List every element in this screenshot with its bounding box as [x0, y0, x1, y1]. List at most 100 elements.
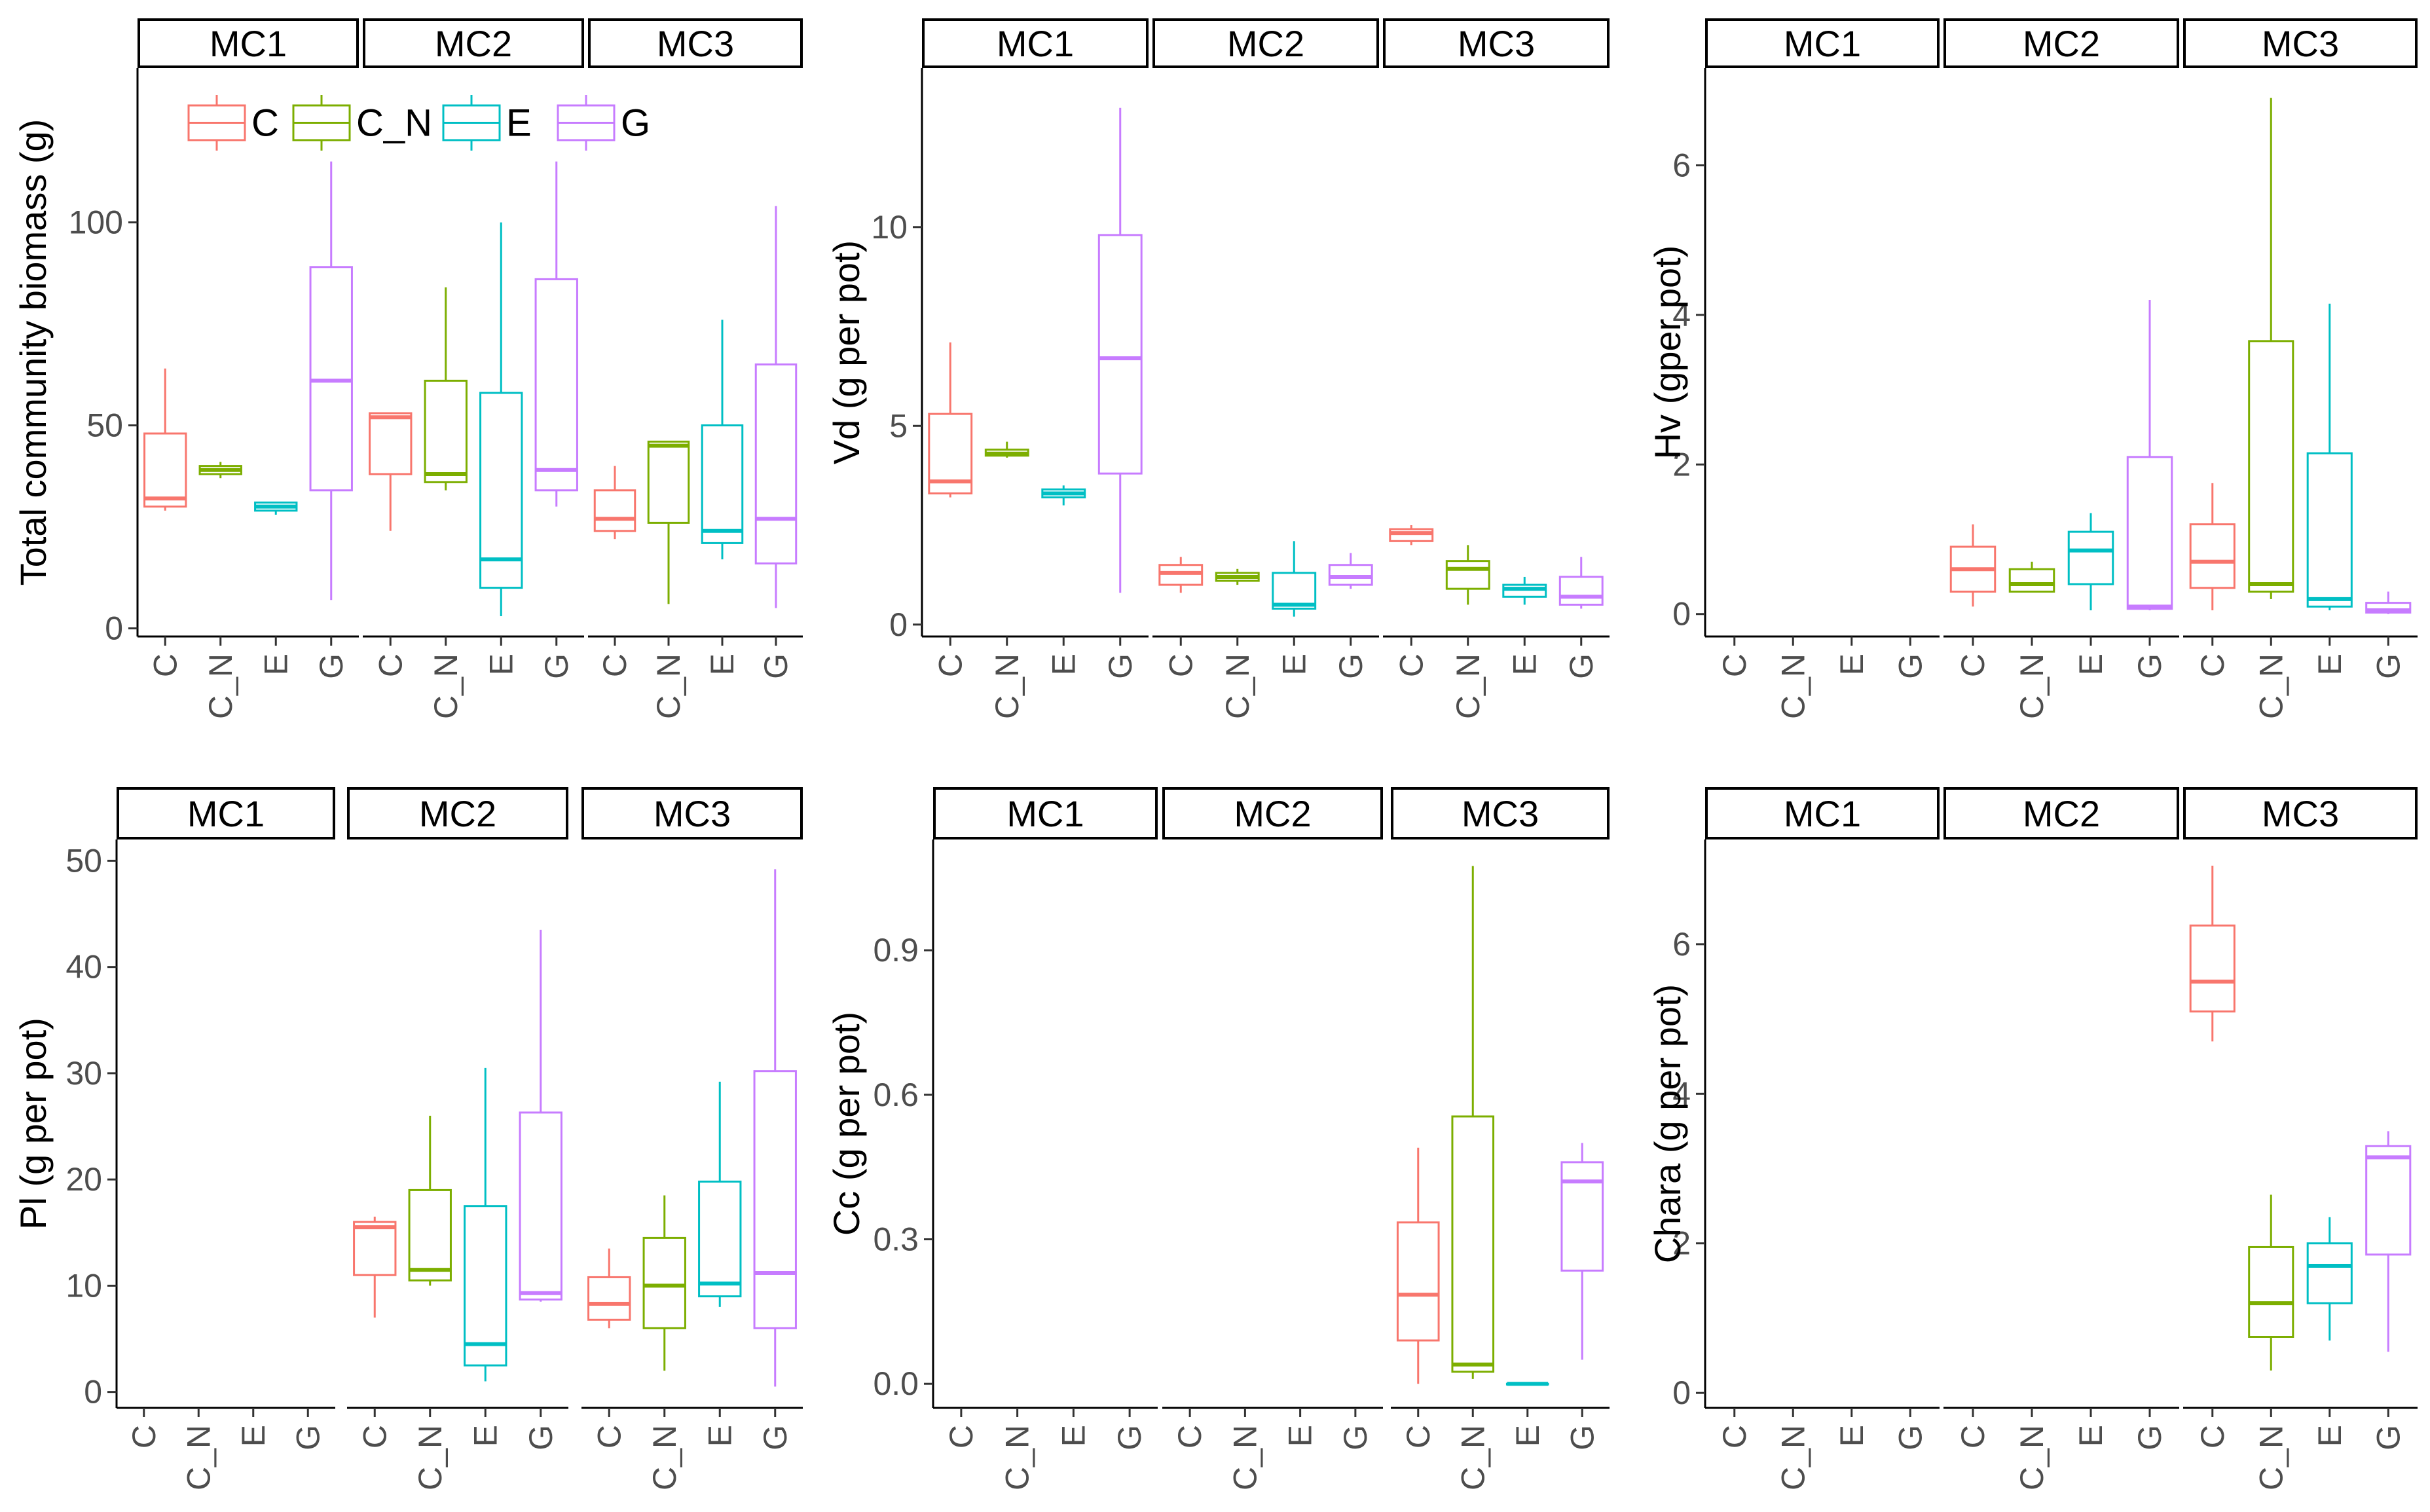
box-g	[1560, 1143, 1604, 1360]
box-c_n	[642, 1195, 686, 1371]
x-tick-label: E	[235, 1425, 272, 1447]
y-tick-label: 2	[1672, 446, 1691, 483]
y-tick-label: 0	[84, 1374, 102, 1411]
facet-strip-label: MC3	[654, 793, 731, 834]
box-e	[2306, 303, 2353, 611]
box-body	[1560, 1161, 1604, 1272]
legend: C C_N E G	[187, 95, 650, 151]
box-body	[2067, 530, 2114, 585]
y-tick-label: 0.3	[873, 1221, 919, 1258]
box-body	[353, 1221, 397, 1276]
box-c	[1389, 525, 1434, 545]
x-tick-label: C	[943, 1425, 980, 1448]
x-tick-label: E	[1276, 654, 1312, 675]
x-tick-label: G	[1563, 654, 1600, 679]
box-body	[1558, 576, 1604, 606]
x-tick-label: C	[2194, 1425, 2231, 1448]
facet-strip-label: MC2	[2023, 23, 2100, 64]
x-tick-label: C	[591, 1425, 627, 1448]
facet-strip-label: MC1	[210, 23, 287, 64]
y-tick-label: 5	[889, 407, 908, 444]
x-tick-label: C_N	[1775, 654, 1811, 719]
y-axis-title: Chara (g per pot)	[1647, 984, 1688, 1263]
x-tick-label: E	[2072, 654, 2109, 675]
x-tick-label: C	[1162, 654, 1199, 677]
box-c	[143, 368, 187, 511]
box-body	[1097, 234, 1143, 475]
box-body	[1445, 560, 1490, 590]
box-body	[2248, 340, 2294, 593]
x-tick-label: G	[758, 654, 794, 679]
x-tick-label: G	[2370, 654, 2406, 679]
facet-strip-label: MC2	[419, 793, 496, 834]
y-axis-title: Total community biomass (g)	[12, 119, 54, 586]
y-axis-title: Pl (g per pot)	[12, 1018, 54, 1230]
box-body	[1502, 583, 1547, 598]
facet-strip-label: MC1	[1784, 23, 1861, 64]
x-tick-label: G	[1111, 1425, 1148, 1450]
box-body	[464, 1205, 507, 1367]
box-e	[1041, 485, 1086, 506]
box-body	[408, 1189, 452, 1282]
y-tick-label: 100	[69, 204, 123, 241]
box-e	[479, 222, 523, 616]
y-tick-label: 4	[1672, 1075, 1691, 1112]
y-tick-label: 0	[1672, 1374, 1691, 1411]
box-c	[2189, 865, 2236, 1042]
facet-strip	[1705, 787, 1940, 839]
y-tick-label: 20	[65, 1161, 102, 1198]
x-tick-label: E	[1506, 654, 1543, 675]
x-tick-label: G	[1892, 654, 1928, 679]
facet-strip	[1943, 18, 2179, 68]
x-tick-label: C_N	[2014, 1425, 2050, 1490]
facet-strip-label: MC2	[1234, 793, 1311, 834]
x-tick-label: E	[257, 654, 294, 675]
box-body	[519, 1111, 562, 1301]
box-g	[1328, 553, 1373, 589]
box-c_n	[2248, 1194, 2294, 1371]
x-tick-label: C_N	[2014, 654, 2050, 719]
facet-strip	[922, 18, 1149, 68]
y-tick-label: 50	[86, 407, 123, 444]
x-tick-label: C_N	[650, 654, 687, 719]
box-g	[1558, 557, 1604, 609]
facet-strip-label: MC3	[657, 23, 734, 64]
box-body	[479, 392, 523, 589]
box-body	[2008, 568, 2055, 593]
facet-strip-label: MC2	[1227, 23, 1304, 64]
box-body	[1396, 1221, 1440, 1342]
box-e	[254, 501, 298, 515]
y-axis-title: Hv (gper pot)	[1647, 246, 1688, 460]
x-tick-label: C_N	[646, 1425, 683, 1490]
box-body	[143, 432, 187, 508]
x-tick-label: G	[538, 654, 575, 679]
box-body	[534, 278, 578, 492]
x-tick-label: C_N	[1219, 654, 1256, 719]
y-tick-label: 4	[1672, 297, 1691, 333]
legend-label: C	[251, 102, 279, 145]
x-tick-label: G	[313, 654, 350, 679]
x-tick-label: C_N	[2253, 1425, 2289, 1490]
box-body	[1158, 564, 1204, 586]
x-tick-label: C	[1955, 1425, 1991, 1448]
facet-strip-label: MC3	[2262, 793, 2339, 834]
legend-entry-c: C	[187, 95, 279, 151]
x-tick-label: E	[1833, 654, 1870, 675]
facet-strip	[1383, 18, 1610, 68]
facet-strip	[2183, 18, 2418, 68]
box-c_n	[1451, 866, 1495, 1379]
y-tick-label: 0	[105, 610, 123, 647]
y-tick-label: 40	[65, 949, 102, 986]
box-body	[369, 412, 413, 475]
y-tick-label: 0.0	[873, 1365, 919, 1402]
box-body	[1328, 564, 1373, 586]
y-axis-title: Cc (g per pot)	[826, 1012, 867, 1236]
